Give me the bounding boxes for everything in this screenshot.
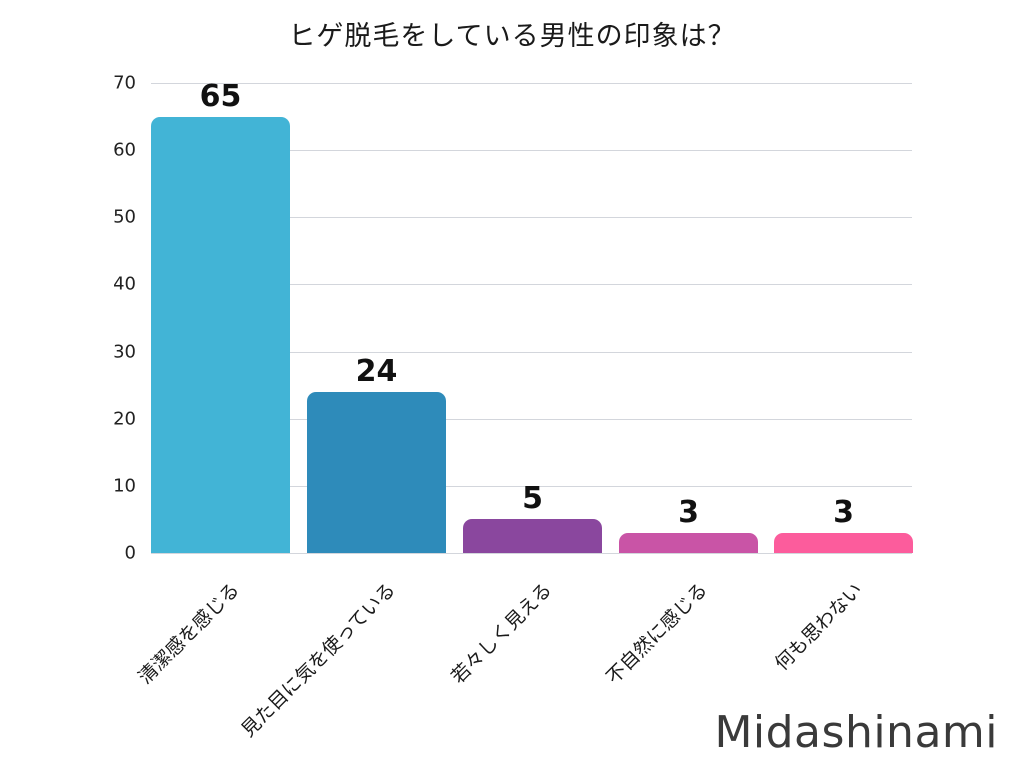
- x-tick-label: 若々しく見える: [446, 578, 556, 688]
- x-tick-label: 何も思わない: [770, 578, 867, 675]
- bar-value-label: 3: [833, 494, 854, 530]
- bar-value-label: 5: [522, 481, 543, 517]
- gridline: [151, 418, 912, 420]
- chart-title: ヒゲ脱毛をしている男性の印象は？: [288, 21, 736, 52]
- y-tick-label: 60: [113, 139, 136, 161]
- gridline: [151, 351, 912, 353]
- y-tick-label: 40: [113, 273, 136, 295]
- bar: [463, 519, 602, 553]
- y-tick-label: 50: [113, 206, 136, 228]
- bar-value-label: 24: [355, 353, 398, 389]
- x-tick-label: 不自然に感じる: [601, 578, 712, 689]
- gridline: [151, 83, 912, 84]
- gridline: [151, 150, 912, 152]
- x-tick-label: 清潔感を感じる: [133, 578, 244, 689]
- y-tick-label: 0: [124, 542, 136, 564]
- plot-area: 65 24 5 3 3: [151, 79, 913, 554]
- bar: [151, 116, 290, 553]
- bar: [307, 391, 446, 553]
- brand-watermark: Midashinami: [714, 707, 998, 758]
- y-tick-label: 70: [113, 72, 136, 94]
- bar-value-label: 3: [678, 494, 699, 530]
- gridline: [151, 284, 912, 286]
- bar-value-label: 65: [199, 78, 242, 114]
- gridline: [151, 553, 912, 554]
- y-tick-label: 10: [113, 475, 136, 497]
- bar: [774, 532, 913, 553]
- gridline: [151, 485, 912, 487]
- y-tick-label: 20: [113, 408, 136, 430]
- bar: [619, 532, 758, 553]
- y-tick-label: 30: [113, 341, 136, 363]
- x-tick-label: 見た目に気を使っている: [236, 578, 400, 742]
- gridline: [151, 217, 912, 219]
